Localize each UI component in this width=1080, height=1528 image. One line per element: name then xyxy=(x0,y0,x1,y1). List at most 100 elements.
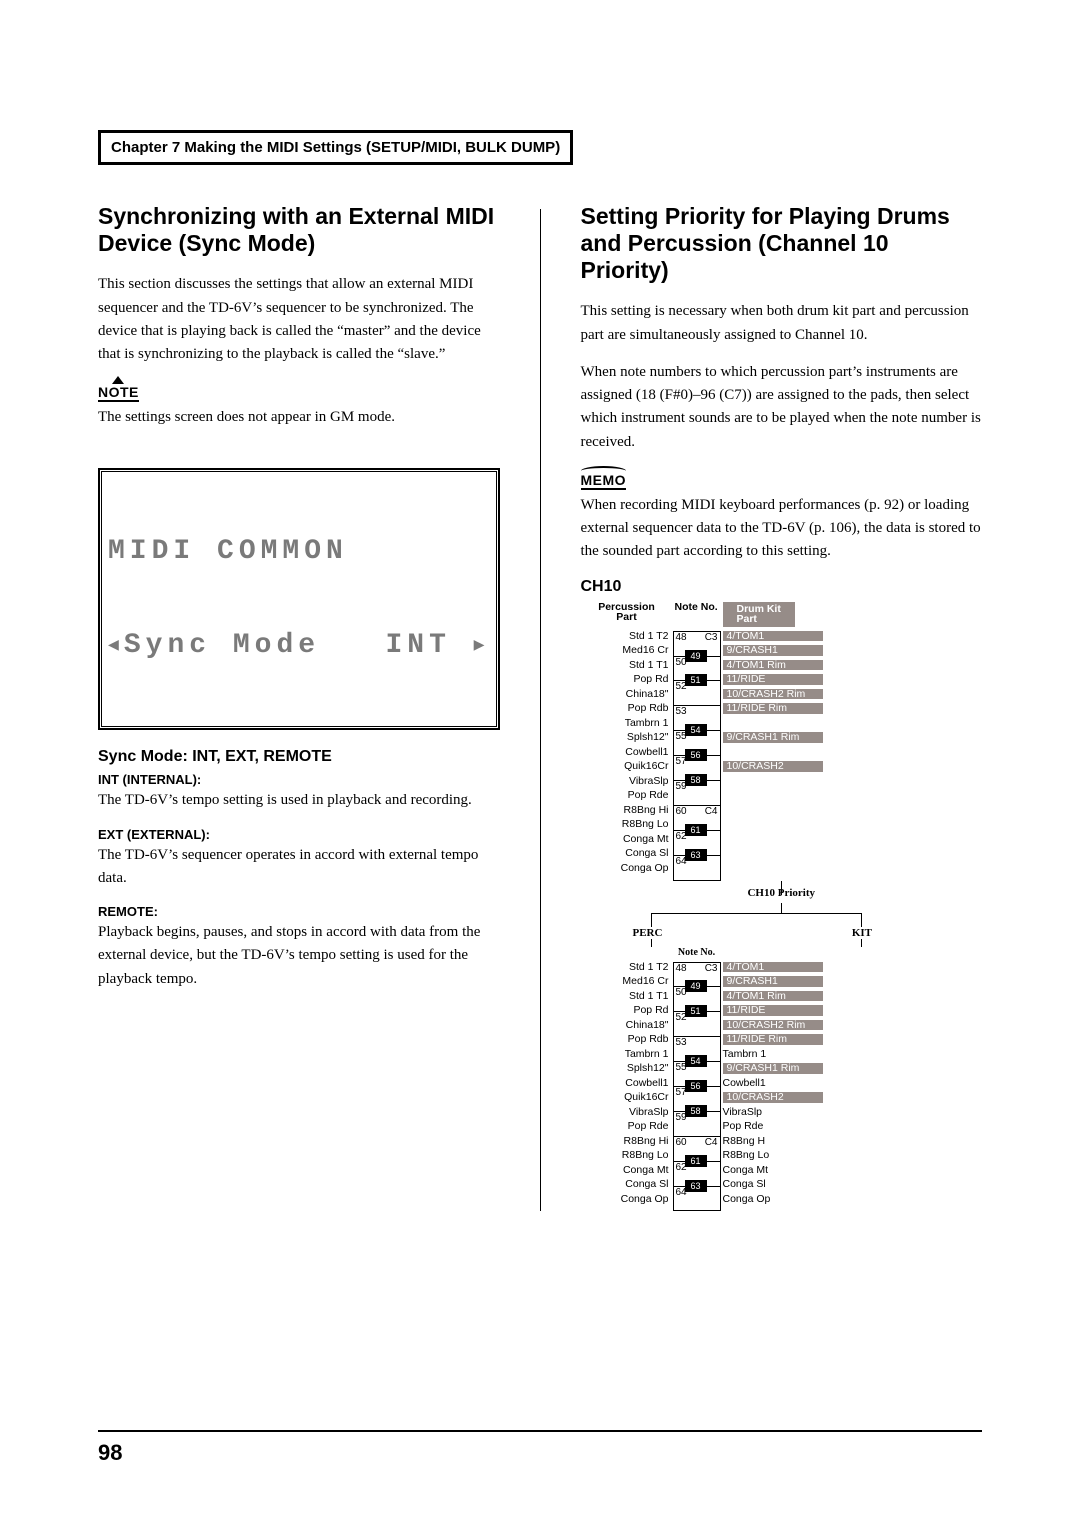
hdr-note: Note No. xyxy=(673,602,721,627)
lcd-triangle-left-icon: ◀ xyxy=(108,636,124,656)
sync-option-text: Playback begins, pauses, and stops in ac… xyxy=(98,921,500,991)
kit-label: 10/CRASH2 xyxy=(723,1092,983,1107)
left-column: Synchronizing with an External MIDI Devi… xyxy=(98,203,500,1211)
perc-label: VibraSlp xyxy=(581,776,669,791)
kit-label: 10/CRASH2 xyxy=(723,761,983,776)
memo-block: MEMO When recording MIDI keyboard perfor… xyxy=(581,468,983,564)
kit-label: 4/TOM1 xyxy=(723,631,983,646)
sync-mode-sub: Sync Mode: INT, EXT, REMOTE xyxy=(98,748,500,766)
perc-label: VibraSlp xyxy=(581,1107,669,1122)
black-key: 49 xyxy=(685,980,707,992)
kit-label: 11/RIDE xyxy=(723,674,983,689)
kit-label: 4/TOM1 Rim xyxy=(723,660,983,675)
kit-label xyxy=(723,819,983,834)
perc-label: Std 1 T1 xyxy=(581,660,669,675)
note-block: NOTE The settings screen does not appear… xyxy=(98,380,500,429)
lcd-line2-right: INT xyxy=(386,630,451,661)
lcd-screen: MIDI COMMON ◀ Sync Mode INT ▶ xyxy=(98,468,500,731)
black-key: 63 xyxy=(685,1180,707,1192)
perc-label: China18" xyxy=(581,1020,669,1035)
perc-label: Quik16Cr xyxy=(581,761,669,776)
black-key: 49 xyxy=(685,650,707,662)
perc-label: Std 1 T2 xyxy=(581,631,669,646)
perc-col-lower: Std 1 T2Med16 CrStd 1 T1Pop RdChina18"Po… xyxy=(581,962,673,1212)
kit-label xyxy=(723,848,983,863)
perc-label: China18" xyxy=(581,689,669,704)
perc-label: Pop Rdb xyxy=(581,703,669,718)
perc-label: Pop Rde xyxy=(581,1121,669,1136)
sync-option-heading: INT (INTERNAL): xyxy=(98,772,500,787)
black-key: 58 xyxy=(685,774,707,786)
memo-text: When recording MIDI keyboard performance… xyxy=(581,494,983,564)
noteno-label-lower: Note No. xyxy=(673,947,721,958)
perc-label: Quik16Cr xyxy=(581,1092,669,1107)
lcd-line1: MIDI COMMON xyxy=(108,536,490,567)
perc-label: Std 1 T2 xyxy=(581,962,669,977)
black-key: 58 xyxy=(685,1105,707,1117)
perc-label: Splsh12" xyxy=(581,732,669,747)
perc-label: Pop Rd xyxy=(581,674,669,689)
kit-label: VibraSlp xyxy=(723,1107,983,1122)
footer-rule xyxy=(98,1430,982,1432)
diagram-stem xyxy=(781,881,782,895)
keyboard-lower: 48C350525355575960C4626449515456586163 xyxy=(673,962,721,1212)
right-p2: When note numbers to which percussion pa… xyxy=(581,361,983,454)
right-p1: This setting is necessary when both drum… xyxy=(581,300,983,347)
kit-label: 10/CRASH2 Rim xyxy=(723,689,983,704)
kit-label: Conga Sl xyxy=(723,1179,983,1194)
kit-label: 11/RIDE Rim xyxy=(723,703,983,718)
perc-label: R8Bng Lo xyxy=(581,1150,669,1165)
kit-label: 9/CRASH1 xyxy=(723,645,983,660)
kit-label xyxy=(723,834,983,849)
sync-option-text: The TD-6V’s tempo setting is used in pla… xyxy=(98,789,500,812)
kit-label: 9/CRASH1 Rim xyxy=(723,1063,983,1078)
ch10-heading: CH10 xyxy=(581,578,983,596)
kit-label: 9/CRASH1 Rim xyxy=(723,732,983,747)
perc-label: Conga Mt xyxy=(581,834,669,849)
priority-tree: PERC KIT xyxy=(581,903,983,943)
perc-branch-label: PERC xyxy=(633,927,663,939)
kit-label: Conga Mt xyxy=(723,1165,983,1180)
perc-label: Med16 Cr xyxy=(581,645,669,660)
perc-label: Conga Op xyxy=(581,863,669,878)
black-key: 63 xyxy=(685,849,707,861)
perc-label: Cowbell1 xyxy=(581,1078,669,1093)
kit-label xyxy=(723,718,983,733)
perc-label: R8Bng Hi xyxy=(581,1136,669,1151)
sync-option-heading: REMOTE: xyxy=(98,904,500,919)
perc-label: Pop Rde xyxy=(581,790,669,805)
kit-label xyxy=(723,863,983,878)
right-column: Setting Priority for Playing Drums and P… xyxy=(581,203,983,1211)
perc-label: Conga Op xyxy=(581,1194,669,1209)
perc-label: Tambrn 1 xyxy=(581,1049,669,1064)
kit-label xyxy=(723,790,983,805)
kit-col-lower: 4/TOM19/CRASH14/TOM1 Rim11/RIDE10/CRASH2… xyxy=(721,962,983,1212)
lcd-triangle-right-icon: ▶ xyxy=(474,636,490,656)
perc-label: Conga Sl xyxy=(581,1179,669,1194)
hdr-kit: Drum KitPart xyxy=(721,602,983,627)
sync-option-heading: EXT (EXTERNAL): xyxy=(98,827,500,842)
kit-label xyxy=(723,747,983,762)
perc-label: Pop Rdb xyxy=(581,1034,669,1049)
kit-label: Conga Op xyxy=(723,1194,983,1209)
kit-label: Cowbell1 xyxy=(723,1078,983,1093)
perc-label: Cowbell1 xyxy=(581,747,669,762)
left-heading: Synchronizing with an External MIDI Devi… xyxy=(98,203,500,257)
perc-label: Std 1 T1 xyxy=(581,991,669,1006)
kit-label: 9/CRASH1 xyxy=(723,976,983,991)
perc-col-upper: Std 1 T2Med16 CrStd 1 T1Pop RdChina18"Po… xyxy=(581,631,673,881)
kit-label: 11/RIDE Rim xyxy=(723,1034,983,1049)
kit-label: R8Bng H xyxy=(723,1136,983,1151)
ch10-diagram-lower: Std 1 T2Med16 CrStd 1 T1Pop RdChina18"Po… xyxy=(581,962,983,1212)
perc-label: Pop Rd xyxy=(581,1005,669,1020)
black-key: 56 xyxy=(685,1080,707,1092)
kit-label: Pop Rde xyxy=(723,1121,983,1136)
keyboard-upper: 48C350525355575960C4626449515456586163 xyxy=(673,631,721,881)
black-key: 51 xyxy=(685,1005,707,1017)
page-number: 98 xyxy=(98,1440,122,1466)
right-heading: Setting Priority for Playing Drums and P… xyxy=(581,203,983,284)
hdr-perc: PercussionPart xyxy=(581,602,673,627)
sync-options: INT (INTERNAL): The TD-6V’s tempo setting… xyxy=(98,772,500,991)
perc-label: Conga Sl xyxy=(581,848,669,863)
kit-branch-label: KIT xyxy=(852,927,872,939)
